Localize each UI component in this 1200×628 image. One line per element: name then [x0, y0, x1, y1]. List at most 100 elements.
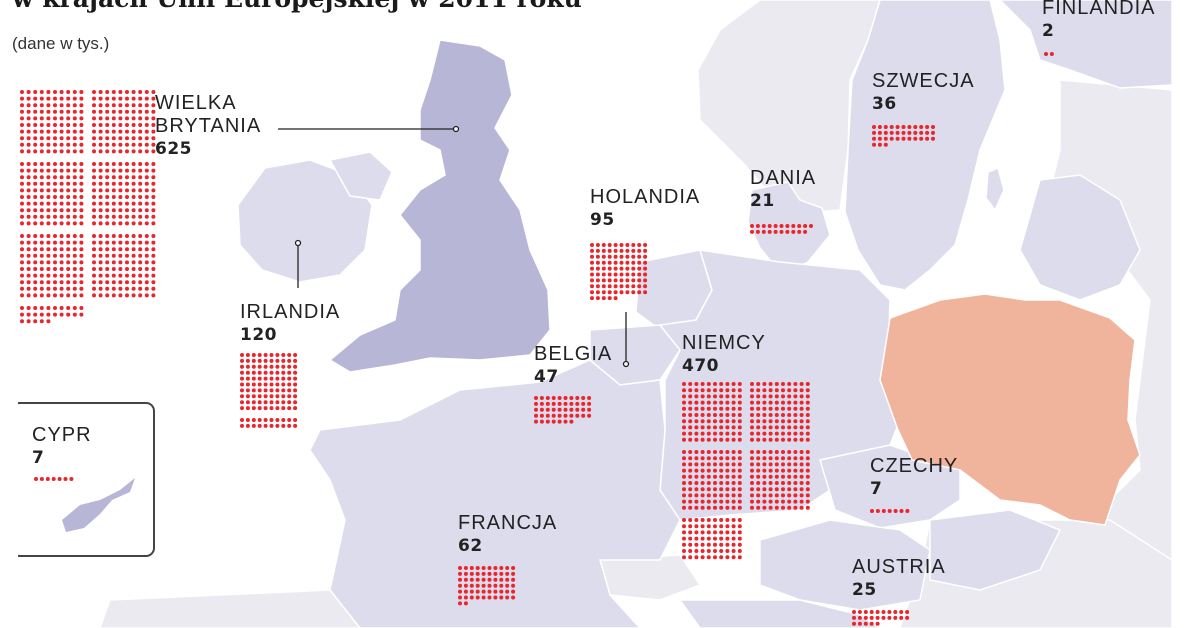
unit-dot — [257, 388, 262, 393]
unit-dot — [883, 136, 888, 141]
unit-dot — [581, 407, 586, 412]
unit-dot — [493, 566, 498, 570]
unit-dot — [889, 136, 894, 141]
unit-dot — [919, 130, 924, 135]
unit-dot — [619, 243, 624, 247]
unit-dot — [700, 524, 705, 529]
unit-dot — [45, 477, 50, 481]
unit-dot — [98, 280, 103, 285]
unit-dot — [269, 376, 274, 381]
unit-dot — [138, 168, 143, 173]
unit-dot — [625, 266, 630, 271]
unit-dot — [151, 273, 156, 278]
unit-dot — [293, 423, 298, 428]
unit-dot — [151, 90, 156, 94]
unit-dot — [631, 278, 636, 283]
unit-dot — [269, 364, 274, 369]
unit-dot — [756, 419, 761, 424]
unit-dot — [883, 142, 888, 147]
unit-dot — [787, 413, 792, 417]
unit-dot — [463, 589, 468, 594]
unit-dot — [713, 474, 717, 479]
unit-dot — [682, 493, 686, 498]
unit-dot — [118, 103, 123, 108]
unit-dot — [907, 130, 912, 135]
unit-dot — [20, 214, 24, 219]
unit-dot — [799, 456, 804, 461]
unit-dot — [700, 493, 705, 498]
unit-dot — [111, 221, 116, 226]
unit-dot — [737, 419, 742, 424]
unit-dot — [737, 481, 742, 485]
unit-dot — [151, 214, 156, 219]
unit-dot — [293, 388, 298, 393]
unit-dot — [33, 247, 38, 252]
unit-dot — [111, 123, 116, 127]
unit-dot — [694, 493, 699, 498]
unit-dot — [20, 109, 24, 114]
country-value: 470 — [682, 356, 719, 376]
unit-dot — [245, 370, 250, 375]
unit-dot — [66, 201, 71, 206]
unit-dot — [20, 312, 24, 317]
unit-dot — [125, 247, 129, 252]
unit-dot — [98, 162, 103, 166]
unit-dot — [245, 406, 250, 411]
unit-dot — [545, 413, 550, 418]
unit-dot — [79, 181, 84, 186]
unit-dot — [731, 419, 736, 424]
unit-dot — [144, 234, 149, 238]
unit-dot — [39, 168, 44, 173]
unit-dot — [151, 247, 156, 252]
unit-dot — [131, 90, 136, 94]
unit-dot — [263, 358, 268, 363]
unit-dot — [46, 240, 51, 245]
unit-dot — [281, 364, 286, 369]
unit-dot — [92, 142, 96, 147]
unit-dot — [925, 125, 930, 129]
unit-dot — [98, 129, 103, 134]
unit-dot — [557, 401, 562, 406]
unit-dot — [66, 188, 71, 193]
unit-dot — [534, 396, 538, 400]
unit-dot — [46, 123, 51, 127]
unit-dot — [263, 376, 268, 381]
unit-dot — [66, 168, 71, 173]
unit-dot — [125, 142, 129, 147]
unit-dot — [619, 272, 624, 277]
unit-dot — [39, 195, 44, 199]
unit-dot — [631, 272, 636, 277]
unit-dot — [756, 487, 761, 492]
unit-dot — [755, 229, 760, 234]
unit-dot — [613, 272, 618, 277]
unit-dot — [799, 382, 804, 386]
unit-dot — [700, 462, 705, 467]
unit-dot — [805, 474, 810, 479]
unit-dot — [889, 125, 894, 129]
unit-dot — [118, 129, 123, 134]
unit-dot — [737, 400, 742, 405]
unit-dot — [499, 589, 504, 594]
unit-dot — [111, 214, 116, 219]
unit-dot — [39, 149, 44, 154]
unit-dot — [59, 162, 64, 166]
unit-dot — [72, 175, 77, 180]
unit-dot — [98, 109, 103, 114]
unit-dot — [787, 419, 792, 424]
unit-dot — [762, 468, 767, 473]
unit-dot — [756, 505, 761, 510]
unit-dot — [144, 195, 149, 199]
unit-dot — [59, 201, 64, 206]
unit-dot — [39, 162, 44, 166]
unit-dot — [643, 266, 648, 271]
unit-dot — [240, 406, 244, 411]
unit-dot — [713, 493, 717, 498]
unit-dot — [269, 353, 274, 357]
unit-dot — [637, 266, 642, 271]
unit-dot — [111, 129, 116, 134]
unit-dot — [105, 286, 110, 291]
unit-dot — [125, 221, 129, 226]
unit-dot — [682, 388, 686, 393]
unit-dot — [26, 136, 31, 141]
unit-dot — [787, 481, 792, 485]
